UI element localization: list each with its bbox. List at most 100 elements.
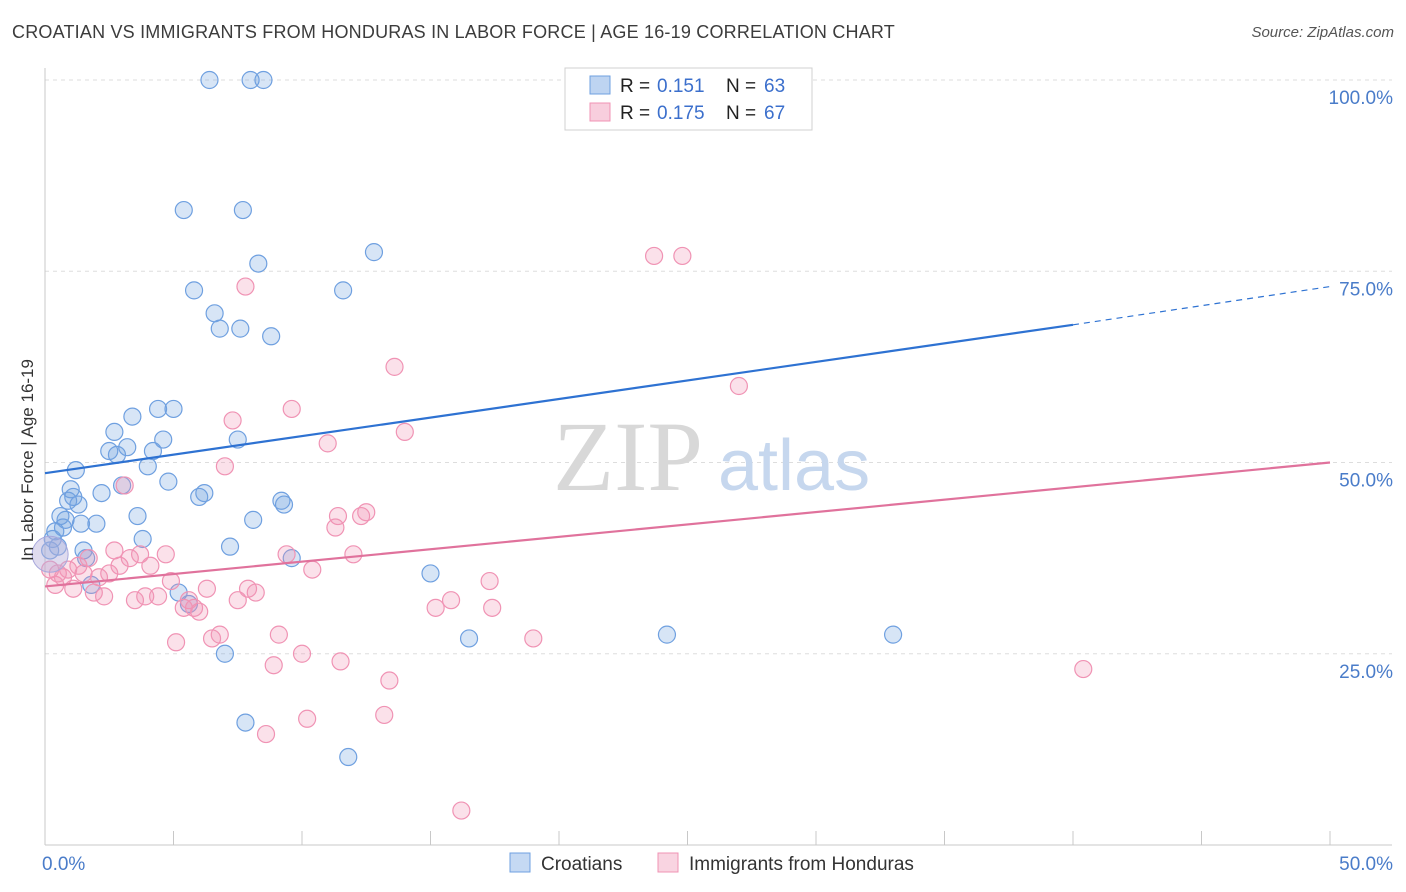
series-1-point-22: [156, 545, 175, 564]
series-0-point-30: [159, 472, 178, 491]
series-0-point-46: [236, 713, 255, 732]
stats-n-value-1: 67: [764, 103, 785, 124]
trend-layer: [44, 285, 1331, 588]
series-0-point-39: [205, 304, 224, 323]
series-0-point-45: [233, 200, 252, 220]
series-0-point-37: [195, 484, 214, 503]
series-0-point-33: [174, 200, 193, 220]
series-0-point-22: [118, 438, 137, 457]
watermark-zip: ZIP: [553, 401, 703, 512]
series-0-point-57: [421, 564, 440, 583]
series-1-point-43: [292, 644, 312, 663]
series-1-point-55: [395, 422, 414, 441]
axes-layer: [44, 68, 1392, 846]
series-1-point-8: [79, 549, 98, 568]
bottom-legend-swatch-1: [657, 852, 679, 873]
series-1-point-37: [246, 583, 265, 602]
series-0-point-40: [210, 319, 229, 338]
series-0-point-25: [133, 529, 152, 549]
series-0-trendline-extension: [1072, 285, 1331, 326]
series-1-point-29: [197, 579, 217, 598]
series-1-points: [41, 246, 1093, 820]
y-tick-label-75: 75.0%: [1339, 279, 1393, 300]
series-0-point-58: [459, 629, 479, 648]
series-1-point-65: [1074, 659, 1093, 679]
series-0-point-62: [272, 491, 291, 510]
watermark: ZIP atlas: [553, 401, 870, 512]
series-0-points: [41, 70, 903, 767]
series-1-point-33: [223, 411, 242, 430]
y-tick-label-50: 50.0%: [1339, 471, 1393, 492]
series-1-point-47: [326, 518, 345, 537]
series-1-point-38: [256, 724, 276, 744]
series-1-point-63: [673, 246, 692, 266]
series-0-point-24: [128, 506, 147, 526]
stats-legend: R = 0.151 N = 63 R = 0.175 N = 67: [564, 67, 813, 131]
series-1-point-20: [141, 556, 160, 575]
series-1-point-18: [130, 545, 150, 564]
series-1-point-66: [328, 506, 348, 526]
series-0-point-47: [241, 70, 260, 90]
series-1-point-59: [480, 571, 499, 591]
series-1-point-56: [426, 598, 445, 617]
series-1-point-62: [644, 246, 664, 266]
points-layer: [31, 70, 1093, 820]
stats-legend-swatch-0: [589, 75, 611, 95]
series-0-point-27: [143, 441, 163, 461]
series-1-point-28: [190, 602, 209, 621]
series-0-point-31: [164, 399, 183, 419]
series-0-point-41: [215, 644, 234, 663]
series-1-point-58: [452, 801, 471, 820]
bottom-legend: Croatians Immigrants from Honduras: [509, 852, 914, 875]
stats-r-value-1: 0.175: [657, 103, 705, 124]
series-1-point-48: [331, 652, 350, 671]
series-0-point-60: [657, 625, 677, 644]
stats-legend-swatch-1: [589, 102, 611, 122]
x-tick-label-min: 0.0%: [42, 854, 85, 875]
series-0-point-55: [339, 747, 358, 767]
series-1-point-49: [344, 545, 363, 564]
series-1-point-32: [215, 457, 234, 476]
stats-r-label-1: R =: [620, 103, 650, 124]
series-1-point-42: [282, 399, 301, 419]
x-tick-label-max: 50.0%: [1339, 854, 1393, 875]
series-0-point-17: [92, 484, 111, 503]
stats-n-value-0: 63: [764, 76, 785, 97]
series-1-point-44: [298, 709, 317, 728]
series-0-point-35: [184, 281, 204, 300]
watermark-atlas: atlas: [718, 426, 870, 506]
series-0-point-61: [883, 625, 903, 644]
series-1-point-17: [125, 591, 145, 610]
stats-r-label-0: R =: [620, 76, 650, 97]
series-1-point-14: [110, 556, 129, 575]
series-1-point-41: [277, 545, 296, 564]
series-0-point-56: [364, 243, 384, 262]
stats-legend-box: [564, 67, 813, 131]
series-1-point-15: [115, 476, 134, 495]
series-0-point-49: [249, 254, 268, 273]
chart-source: Source: ZipAtlas.com: [1251, 24, 1394, 41]
bottom-legend-label-1: Immigrants from Honduras: [689, 854, 914, 875]
series-1-point-16: [120, 549, 139, 568]
series-1-point-19: [136, 587, 155, 606]
series-1-point-53: [380, 671, 399, 690]
series-1-point-12: [100, 564, 119, 583]
bottom-legend-label-0: Croatians: [541, 854, 622, 875]
series-1-point-24: [166, 633, 186, 652]
series-1-point-61: [524, 629, 543, 648]
series-1-point-13: [105, 541, 124, 560]
series-0-point-48: [244, 510, 263, 529]
series-0-point-50: [254, 70, 273, 90]
series-0-point-29: [154, 430, 173, 449]
series-1-point-11: [95, 587, 114, 606]
labels-layer: 25.0% 50.0% 75.0% 100.0% 0.0% 50.0% In Labor F…: [18, 88, 1393, 875]
chart-title: CROATIAN VS IMMIGRANTS FROM HONDURAS IN …: [12, 22, 895, 42]
series-1-point-40: [269, 625, 288, 644]
series-1-point-51: [357, 503, 376, 522]
series-1-point-39: [264, 656, 283, 675]
series-1-point-23: [161, 571, 181, 591]
series-1-trendline: [44, 461, 1331, 588]
y-tick-label-25: 25.0%: [1339, 662, 1393, 683]
series-0-point-19: [105, 422, 124, 441]
